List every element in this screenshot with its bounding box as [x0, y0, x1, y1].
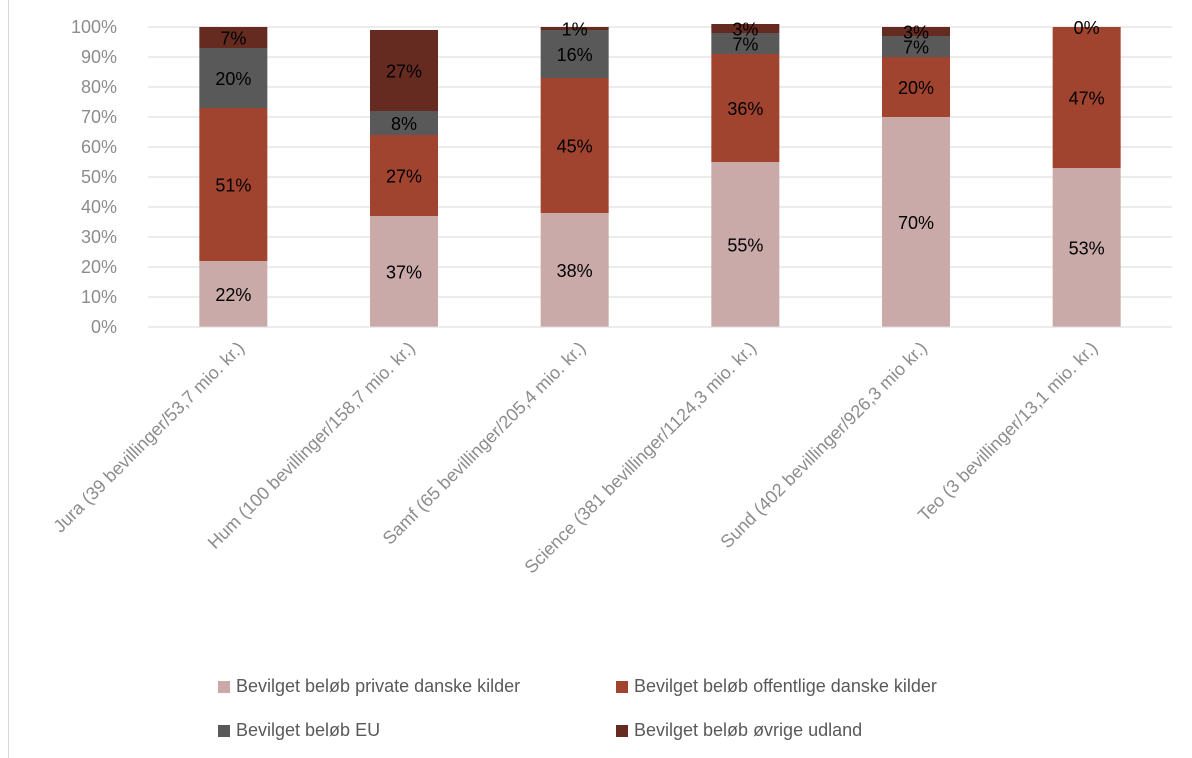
data-label: 20%: [215, 69, 251, 89]
bar-segment: [540, 213, 609, 327]
legend-item: Bevilget beløb offentlige danske kilder: [616, 676, 937, 697]
data-label: 53%: [1069, 239, 1105, 259]
data-label: 3%: [903, 23, 929, 43]
y-tick-label: 80%: [81, 77, 117, 97]
bar-segment: [370, 216, 438, 327]
data-label: 70%: [898, 213, 934, 233]
data-label: 3%: [732, 20, 758, 40]
data-label: 1%: [562, 20, 588, 40]
legend-label: Bevilget beløb offentlige danske kilder: [634, 676, 937, 696]
bar-segment: [370, 30, 438, 111]
bar-segment: [1052, 168, 1121, 327]
bar-segment: [711, 54, 780, 162]
bar-segment: [1052, 27, 1121, 168]
bar-segment: [882, 36, 950, 57]
x-category-label: Sund (402 bevillinger/926,3 mio kr.): [716, 338, 930, 552]
legend-label: Bevilget beløb EU: [236, 720, 381, 740]
data-label: 22%: [215, 285, 251, 305]
legend-swatch: [218, 724, 230, 737]
y-tick-label: 70%: [81, 107, 117, 127]
data-label: 47%: [1069, 89, 1105, 109]
bar-segment: [711, 162, 780, 327]
y-tick-label: 10%: [81, 287, 117, 307]
legend-swatch: [616, 724, 628, 737]
gridlines: [148, 26, 1172, 328]
data-label: 16%: [557, 45, 593, 65]
bar-segment: [540, 78, 609, 213]
y-tick-label: 40%: [81, 197, 117, 217]
bar-segment: [882, 27, 950, 36]
legend-item: Bevilget beløb private danske kilder: [218, 676, 520, 697]
y-tick-label: 60%: [81, 137, 117, 157]
data-label: 51%: [215, 176, 251, 196]
y-tick-label: 90%: [81, 47, 117, 67]
data-label: 27%: [386, 62, 422, 82]
y-tick-label: 50%: [81, 167, 117, 187]
frame-border: [8, 0, 9, 758]
legend-label: Bevilget beløb private danske kilder: [236, 676, 521, 696]
legend-item: Bevilget beløb øvrige udland: [616, 720, 862, 741]
data-label: 7%: [903, 38, 929, 58]
y-tick-label: 100%: [71, 17, 117, 37]
data-label: 7%: [732, 35, 758, 55]
data-label: 0%: [1074, 18, 1100, 38]
bar-segment: [711, 24, 780, 33]
data-label: 8%: [391, 114, 417, 134]
data-labels: 22% 51% 20% 7% 37% 27% 8% 27% 38% 45% 16% 1% 55% 36% 7…: [215, 18, 1104, 305]
bar-segment: [199, 108, 268, 261]
data-label: 38%: [557, 261, 593, 281]
data-label: 36%: [727, 99, 763, 119]
bar-segment: [540, 30, 609, 78]
x-category-label: Hum (100 bevillinger/158,7 mio. kr.): [204, 338, 419, 553]
data-label: 27%: [386, 167, 422, 187]
bar-segment: [540, 27, 609, 30]
legend: Bevilget beløb private danske kilder Bevi…: [0, 662, 1192, 758]
data-label: 55%: [727, 236, 763, 256]
bar-segment: [199, 48, 268, 108]
legend-swatch: [616, 680, 628, 693]
y-tick-label: 0%: [91, 317, 117, 337]
bar-segment: [199, 27, 268, 48]
bar-segment: [370, 135, 438, 216]
y-tick-label: 30%: [81, 227, 117, 247]
data-label: 37%: [386, 263, 422, 283]
x-category-label: Samf (65 bevillinger/205,4 mio. kr.): [379, 338, 590, 549]
legend-label: Bevilget beløb øvrige udland: [634, 720, 863, 740]
x-category-label: Teo (3 bevillinger/13,1 mio. kr.): [914, 338, 1101, 525]
bar-segment: [711, 33, 780, 54]
stacked-bar-chart: 0% 10% 20% 30% 40% 50% 60% 70% 80% 90% 100% Jura (3…: [49, 17, 1172, 577]
y-tick-label: 20%: [81, 257, 117, 277]
y-axis-ticks: 0% 10% 20% 30% 40% 50% 60% 70% 80% 90% 100%: [71, 17, 117, 337]
data-label: 7%: [220, 29, 246, 49]
legend-swatch: [218, 680, 230, 693]
bar-segment: [882, 57, 950, 117]
data-label: 20%: [898, 78, 934, 98]
data-label: 45%: [557, 137, 593, 157]
bars: [199, 24, 1121, 327]
bar-segment: [199, 261, 268, 327]
bar-segment: [882, 117, 950, 327]
x-category-label: Jura (39 bevillinger/53,7 mio. kr.): [49, 338, 248, 537]
legend-item: Bevilget beløb EU: [218, 720, 380, 741]
bar-segment: [370, 111, 438, 135]
